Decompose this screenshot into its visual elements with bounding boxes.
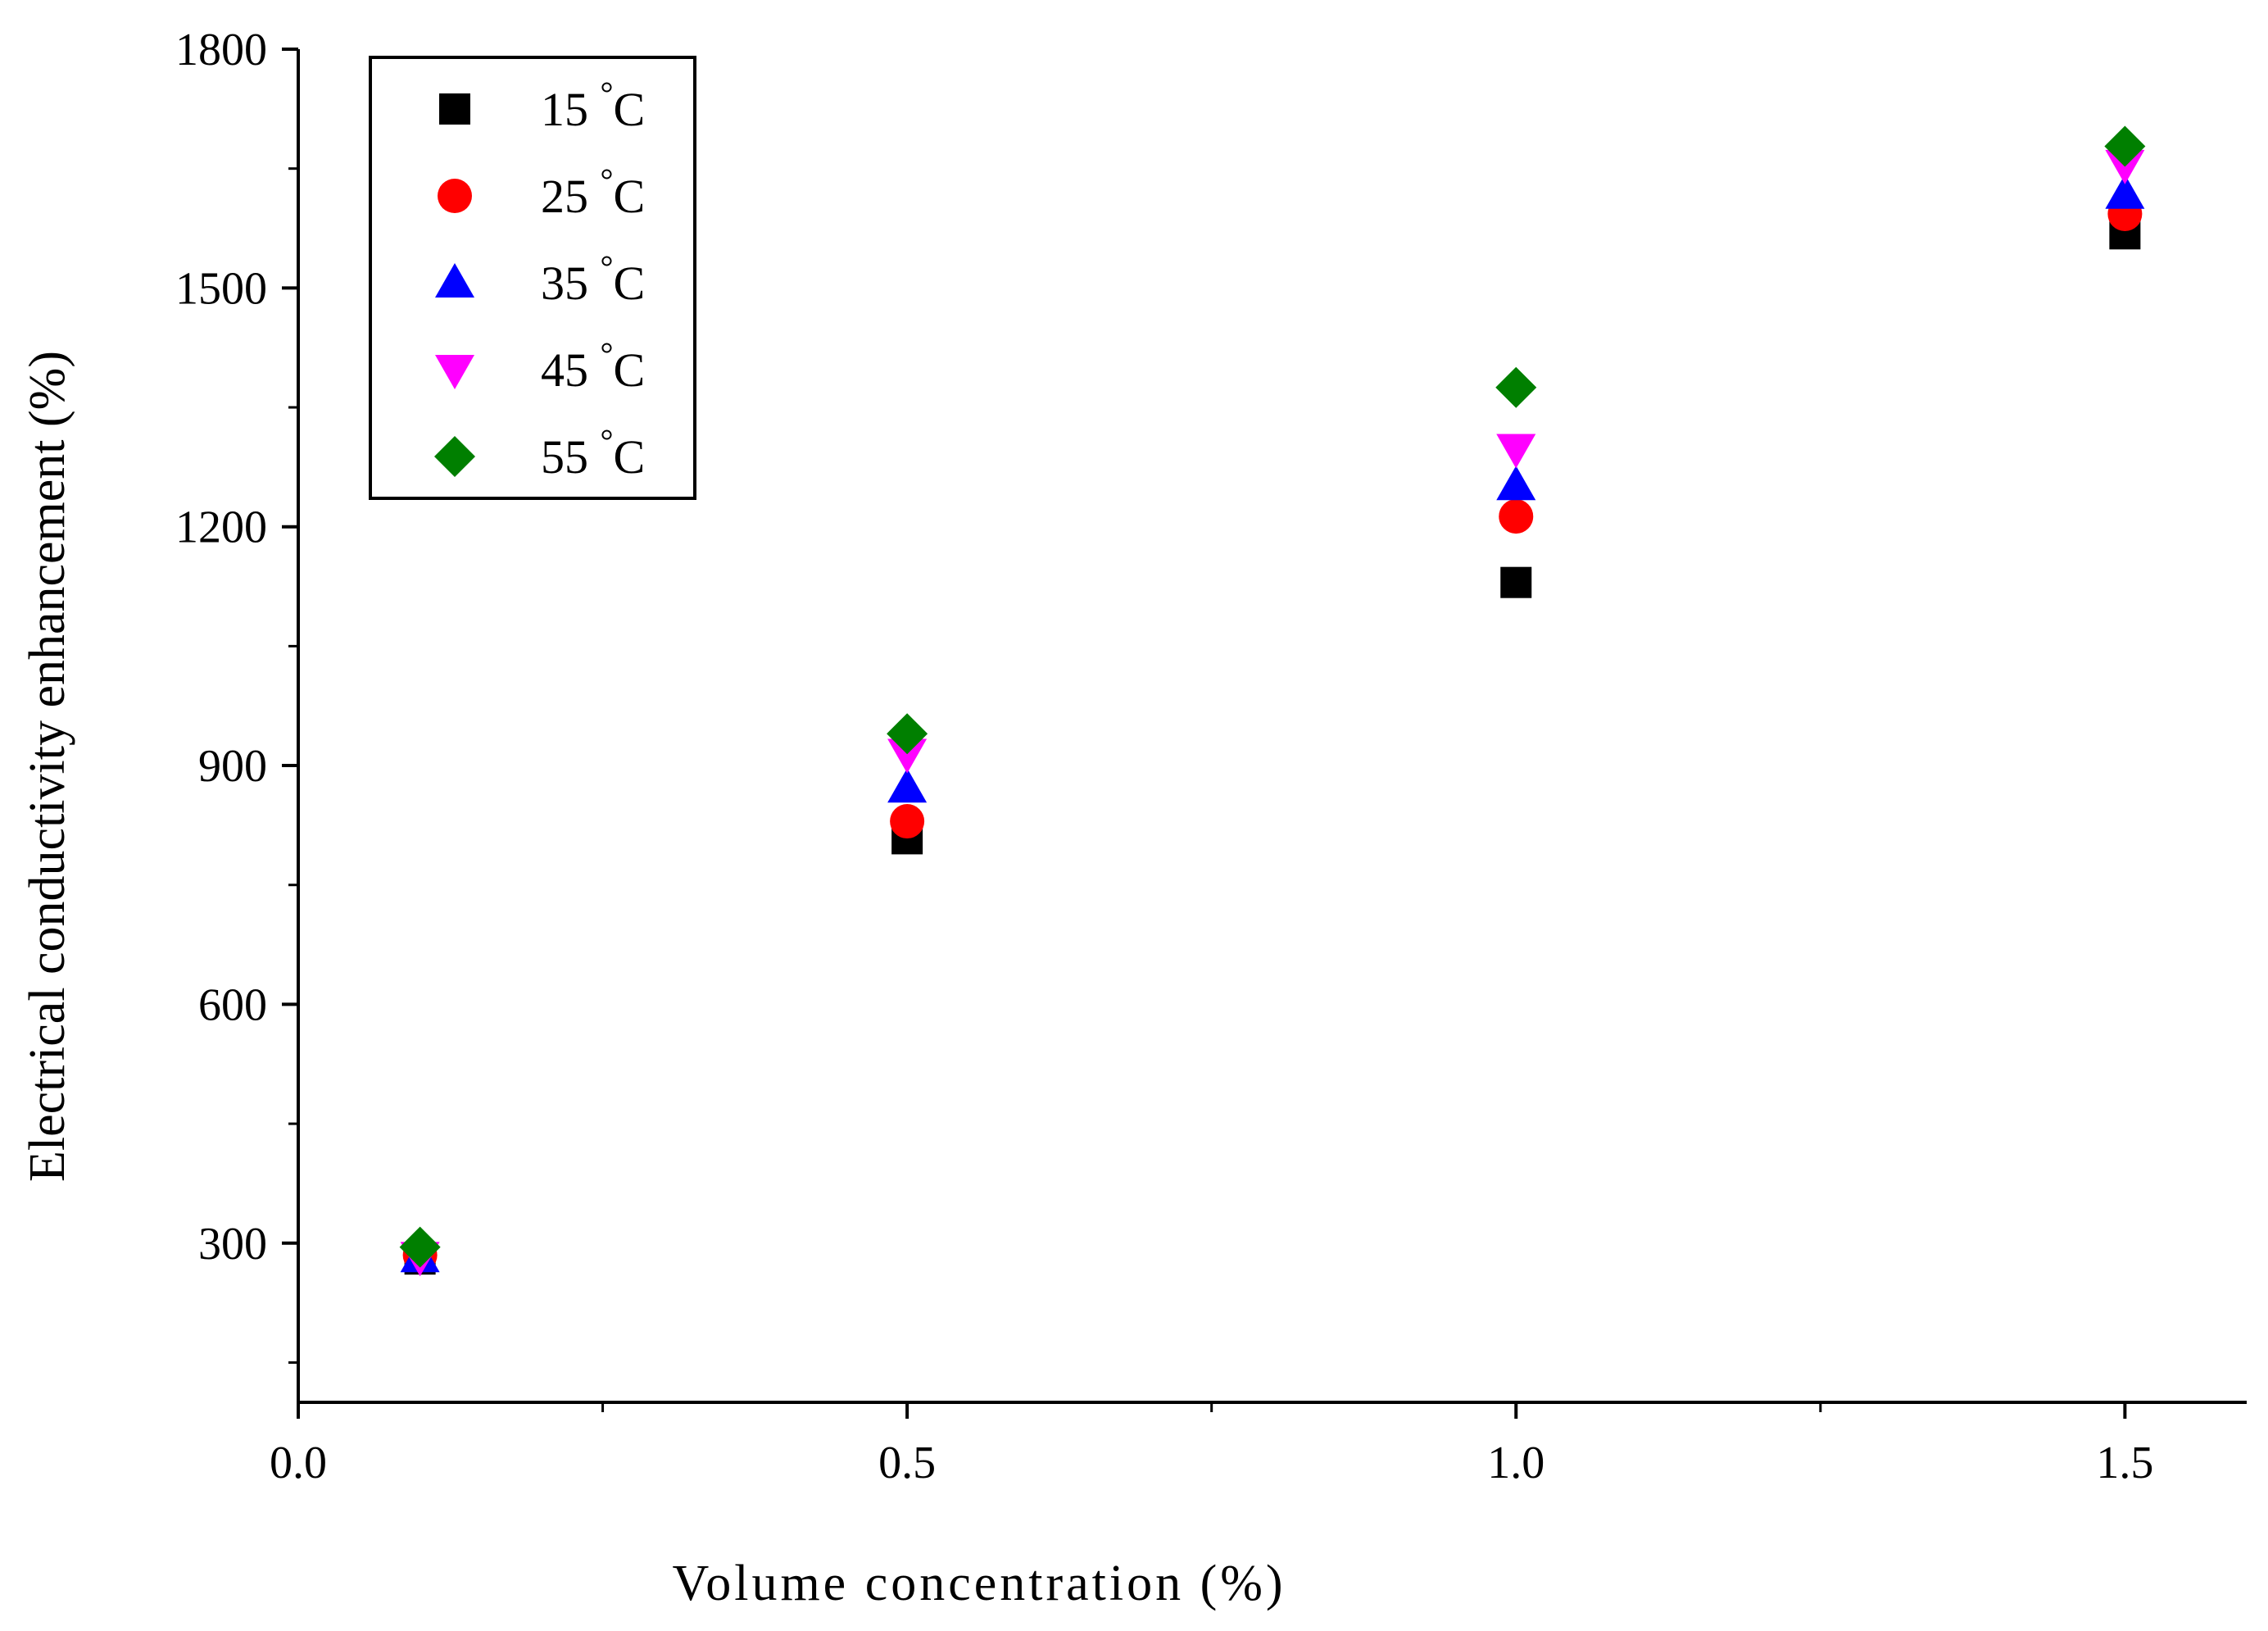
- y-axis-title: Electrical conductivity enhancement (%): [20, 351, 75, 1182]
- legend-item: 25 °C: [438, 161, 645, 223]
- data-point: [399, 1226, 441, 1268]
- legend-label: 55 °C: [541, 422, 645, 484]
- data-point: [887, 768, 928, 803]
- data-point: [1496, 466, 1536, 501]
- y-tick-label: 1200: [175, 502, 267, 553]
- series-55C: [399, 125, 2146, 1268]
- data-point: [887, 713, 928, 755]
- legend-item: 45 °C: [435, 335, 645, 397]
- data-point: [887, 738, 928, 774]
- y-tick-label: 1800: [175, 25, 267, 75]
- data-point: [1496, 434, 1536, 469]
- data-point: [1495, 366, 1537, 408]
- legend-marker: [435, 355, 474, 389]
- x-tick-label: 1.5: [2096, 1438, 2153, 1488]
- legend-label: 45 °C: [541, 335, 645, 397]
- legend-item: 55 °C: [434, 422, 645, 484]
- legend-item: 35 °C: [435, 248, 645, 310]
- legend-label: 15 °C: [541, 75, 645, 136]
- x-tick-label: 0.0: [270, 1438, 327, 1488]
- x-tick-label: 0.5: [878, 1438, 936, 1488]
- axes: [297, 49, 2247, 1404]
- legend-marker: [434, 436, 475, 477]
- y-tick-label: 300: [198, 1219, 267, 1270]
- legend-marker: [438, 179, 472, 213]
- legend-label: 25 °C: [541, 161, 645, 223]
- y-tick-label: 900: [198, 741, 267, 792]
- legend-label: 35 °C: [541, 248, 645, 310]
- legend: 15 °C 25 °C 35 °C 45 °C 55 °C: [369, 56, 696, 500]
- ticks: 0.0 0.5 1.0 1.5 300 600 900 1200 1500 1800: [175, 25, 2153, 1488]
- data-point: [1499, 499, 1534, 534]
- legend-marker: [439, 93, 470, 125]
- data-point: [2105, 149, 2145, 184]
- legend-marker: [435, 263, 474, 298]
- y-tick-label: 600: [198, 979, 267, 1030]
- legend-item: 15 °C: [439, 75, 645, 136]
- x-axis-title: Volume concentration (%): [672, 1556, 1286, 1611]
- data-point: [2105, 174, 2145, 209]
- y-tick-label: 1500: [175, 263, 267, 314]
- x-tick-label: 1.0: [1487, 1438, 1545, 1488]
- data-points: [399, 125, 2146, 1277]
- legend-box: [369, 56, 696, 500]
- data-point: [890, 804, 925, 839]
- data-point: [1500, 566, 1532, 598]
- data-point: [2104, 125, 2146, 167]
